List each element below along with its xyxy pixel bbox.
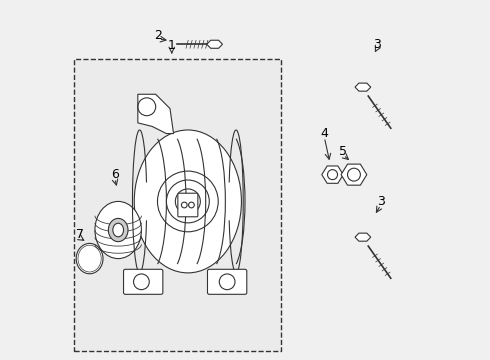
FancyBboxPatch shape <box>178 193 198 217</box>
Text: 3: 3 <box>377 195 385 208</box>
Polygon shape <box>355 233 371 241</box>
Bar <box>74 59 281 351</box>
Ellipse shape <box>76 243 103 274</box>
Polygon shape <box>207 40 222 48</box>
FancyBboxPatch shape <box>207 269 247 294</box>
Text: 2: 2 <box>155 29 163 42</box>
Ellipse shape <box>95 202 142 258</box>
Text: 7: 7 <box>76 228 84 241</box>
Ellipse shape <box>134 130 242 273</box>
Polygon shape <box>341 164 367 185</box>
FancyBboxPatch shape <box>123 269 163 294</box>
Ellipse shape <box>108 219 128 242</box>
Text: 5: 5 <box>339 145 347 158</box>
Polygon shape <box>138 94 173 134</box>
Text: 1: 1 <box>168 39 176 52</box>
Text: 3: 3 <box>373 38 381 51</box>
Ellipse shape <box>113 223 123 237</box>
Text: 4: 4 <box>320 127 328 140</box>
Text: 6: 6 <box>111 168 119 181</box>
Polygon shape <box>355 83 371 91</box>
Polygon shape <box>322 166 343 183</box>
